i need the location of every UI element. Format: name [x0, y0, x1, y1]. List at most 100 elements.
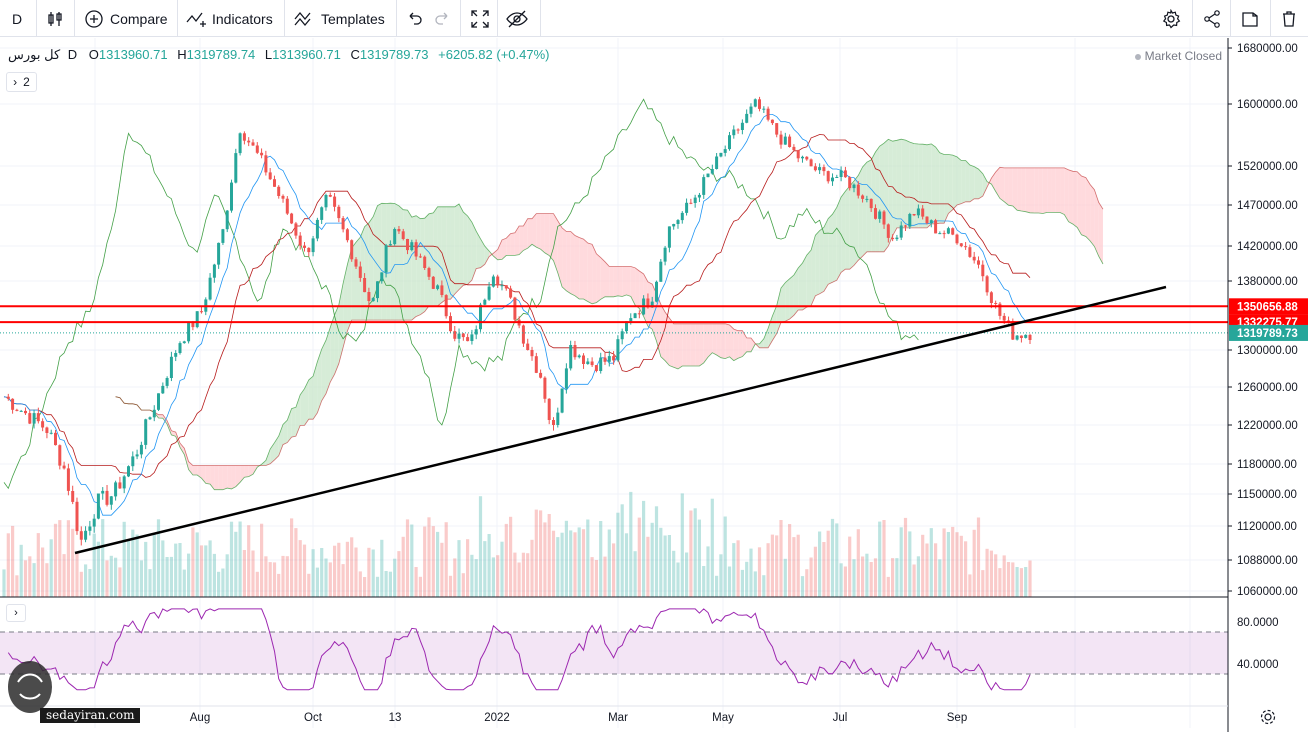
volume-bar	[41, 547, 45, 597]
compare-button[interactable]: Compare	[84, 0, 168, 37]
volume-bar	[873, 558, 878, 597]
interval-button[interactable]: D	[12, 0, 22, 37]
volume-bar	[981, 570, 985, 597]
volume-bar	[448, 575, 453, 597]
indicators-button[interactable]: Indicators	[186, 0, 273, 37]
cloud-segment	[1034, 167, 1039, 213]
volume-bar	[277, 573, 281, 597]
cloud-segment	[587, 242, 593, 304]
trash-icon[interactable]	[1280, 0, 1298, 37]
cloud-segment	[768, 316, 773, 348]
volume-bar	[697, 519, 701, 597]
volume-bar	[397, 551, 401, 597]
price-tag-label: 1319789.73	[1237, 328, 1298, 340]
senkou-span-b-line	[115, 166, 1104, 466]
cloud-segment	[403, 209, 408, 321]
candle-body	[187, 322, 191, 342]
volume-bar	[556, 537, 560, 597]
price-tick-label: 1680000.00	[1237, 43, 1298, 55]
volume-bar	[599, 521, 603, 597]
kijun-line	[3, 134, 1031, 478]
toolbar-divider	[1230, 0, 1231, 37]
status-dot-icon	[1134, 53, 1141, 60]
volume-bar	[882, 520, 886, 597]
cloud-segment	[901, 139, 906, 228]
fullscreen-icon[interactable]	[470, 0, 490, 37]
candle-body	[732, 129, 736, 136]
candle-body	[178, 343, 182, 353]
volume-bar	[521, 552, 525, 597]
volume-bar	[792, 537, 796, 597]
candle-body	[861, 195, 865, 199]
cloud-segment	[909, 142, 915, 228]
volume-bar	[895, 558, 899, 597]
axis-settings-gear-icon	[1260, 709, 1276, 725]
volume-bar	[534, 509, 538, 597]
cloud-segment	[1068, 169, 1073, 225]
volume-bar	[946, 532, 950, 597]
candle-body	[200, 311, 203, 313]
cloud-segment	[961, 160, 966, 204]
cloud-segment	[1085, 177, 1091, 241]
templates-button[interactable]: Templates	[294, 0, 385, 37]
time-tick-label: Mar	[608, 712, 628, 724]
rsi-collapse-button[interactable]: ›	[6, 604, 26, 622]
volume-bar	[942, 528, 946, 597]
cloud-segment	[454, 203, 460, 294]
candle-body	[157, 393, 160, 410]
undo-icon[interactable]	[406, 0, 424, 37]
cloud-segment	[952, 155, 958, 210]
cloud-segment	[776, 288, 782, 334]
cloud-segment	[686, 323, 691, 366]
candle-body	[728, 135, 731, 150]
snapshot-icon[interactable]	[1240, 0, 1260, 37]
settings-gear-icon[interactable]	[1161, 0, 1181, 37]
candle-body	[217, 242, 221, 265]
cloud-segment	[227, 465, 232, 489]
volume-bar	[762, 575, 766, 597]
candle-body	[843, 170, 847, 178]
candle-body	[689, 202, 693, 204]
volume-bar	[23, 560, 28, 597]
candle-body	[676, 220, 680, 224]
cloud-segment	[716, 323, 721, 358]
candle-body	[989, 292, 993, 303]
candle-body	[410, 242, 414, 251]
volume-bar	[959, 535, 963, 597]
candle-body	[384, 245, 388, 273]
volume-bar	[264, 556, 268, 597]
price-tick-label: 1060000.00	[1237, 586, 1298, 598]
cloud-segment	[832, 207, 837, 283]
volume-bar	[118, 567, 122, 597]
cloud-segment	[162, 414, 168, 425]
volume-bar	[813, 546, 817, 597]
symbol-name: کل بورس	[8, 47, 61, 62]
volume-bar	[1015, 567, 1019, 597]
price-tick-label: 1420000.00	[1237, 241, 1298, 253]
volume-bar	[423, 526, 427, 597]
cloud-segment	[853, 175, 859, 266]
cloud-segment	[484, 246, 490, 265]
volume-bar	[517, 562, 521, 597]
volume-bar	[384, 571, 388, 597]
volume-bar	[509, 516, 513, 597]
cloud-segment	[759, 338, 764, 348]
volume-bar	[809, 557, 813, 597]
redo-icon[interactable]	[433, 0, 451, 37]
volume-bar	[551, 530, 556, 597]
candles-icon[interactable]	[46, 0, 64, 37]
volume-bar	[302, 544, 307, 597]
candle-body	[290, 213, 294, 224]
candle-body	[298, 235, 302, 246]
cloud-segment	[1008, 167, 1013, 207]
candle-body	[582, 355, 585, 364]
candle-body	[32, 413, 36, 424]
volume-bar	[294, 528, 298, 597]
share-icon[interactable]	[1202, 0, 1222, 37]
collapse-indicators-button[interactable]: › 2	[6, 72, 37, 92]
candle-body	[461, 333, 465, 338]
cloud-segment	[1094, 189, 1099, 257]
hide-eye-icon[interactable]	[505, 0, 529, 37]
volume-bar	[964, 541, 968, 597]
